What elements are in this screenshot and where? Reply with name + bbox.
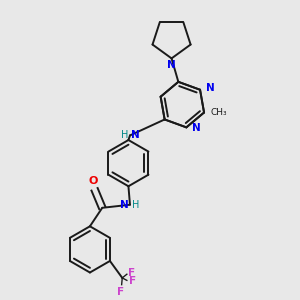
Text: N: N	[130, 130, 139, 140]
Text: N: N	[120, 200, 128, 210]
Text: N: N	[167, 60, 176, 70]
Text: CH₃: CH₃	[211, 108, 227, 117]
Text: H: H	[131, 200, 139, 210]
Text: H: H	[121, 130, 128, 140]
Text: O: O	[88, 176, 98, 186]
Text: F: F	[117, 287, 124, 297]
Text: N: N	[206, 83, 214, 93]
Text: N: N	[192, 123, 201, 133]
Text: F: F	[129, 276, 136, 286]
Text: F: F	[128, 268, 135, 278]
